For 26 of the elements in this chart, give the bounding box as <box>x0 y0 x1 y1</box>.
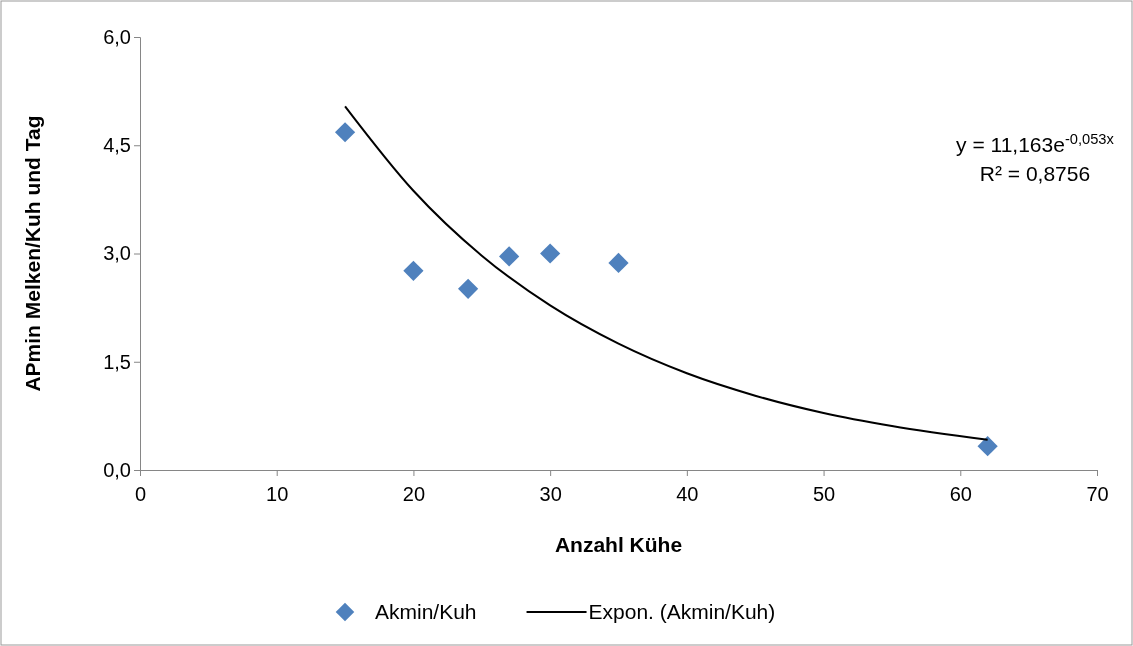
point <box>334 122 356 143</box>
y-tick-label: 3,0 <box>103 242 131 265</box>
x-tick-label: 60 <box>949 483 972 505</box>
y-tick-label: 1,5 <box>103 350 131 373</box>
x-tick-label: 20 <box>402 483 426 505</box>
annotation: y = 11,163e$^{-0,053x}$ <box>956 131 1115 156</box>
y-axis-title: APmin Melken/Kuh und Tag <box>21 115 44 392</box>
x-axis-title: Anzahl Kühe <box>554 533 683 556</box>
point <box>458 278 479 299</box>
y-tick-label: 0,0 <box>103 458 131 481</box>
annotation: R² = 0,8756 <box>979 162 1091 185</box>
point <box>403 260 424 281</box>
point <box>540 243 561 264</box>
point <box>977 436 998 457</box>
x-tick-label: 30 <box>539 483 562 505</box>
x-tick-label: 70 <box>1086 483 1109 505</box>
y-tick-label: 4,5 <box>103 134 131 157</box>
point <box>608 252 629 273</box>
x-tick-label: 10 <box>266 483 289 505</box>
x-tick-label: 50 <box>812 483 836 505</box>
x-tick-label: 40 <box>676 483 699 505</box>
legend-label: Akmin/Kuh <box>375 600 477 623</box>
x-tick-label: 0 <box>134 483 147 505</box>
point <box>499 246 520 267</box>
legend-label: Expon. (Akmin/Kuh) <box>588 600 776 623</box>
y-tick-label: 6,0 <box>103 25 131 48</box>
